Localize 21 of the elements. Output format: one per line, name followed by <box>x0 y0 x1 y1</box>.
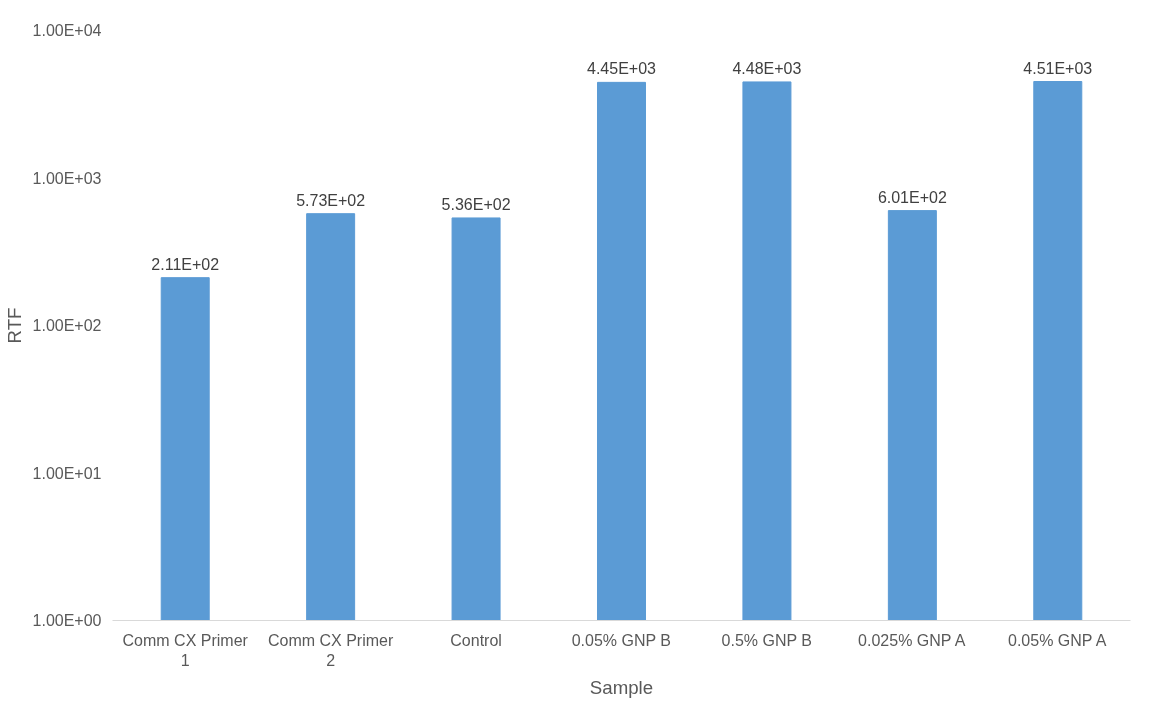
x-tick-label: Control <box>450 631 502 649</box>
data-label: 6.01E+02 <box>877 188 947 206</box>
x-axis-title: Sample <box>589 676 654 698</box>
y-tick-label: 1.00E+01 <box>32 464 102 482</box>
data-label: 5.73E+02 <box>296 191 366 209</box>
y-tick-label: 1.00E+04 <box>32 22 102 39</box>
x-tick-label: 0.025% GNP A <box>858 631 966 649</box>
data-label: 4.48E+03 <box>732 59 802 77</box>
y-tick-label: 1.00E+03 <box>32 169 102 187</box>
y-tick-label: 1.00E+00 <box>32 612 102 629</box>
x-tick-label: 0.05% GNP B <box>571 631 672 649</box>
y-tick-label: 1.00E+02 <box>32 317 102 334</box>
data-label: 5.36E+02 <box>441 195 511 213</box>
y-axis-title: RTF <box>3 307 25 344</box>
x-tick-label: Comm CX Primer 1 <box>122 631 249 669</box>
data-label: 4.45E+03 <box>587 60 657 78</box>
x-tick-label: Comm CX Primer 2 <box>267 631 394 669</box>
x-tick-label: 0.5% GNP B <box>721 631 812 649</box>
x-tick-label: 0.05% GNP A <box>1007 631 1107 649</box>
data-label: 4.51E+03 <box>1023 59 1093 77</box>
data-label: 2.11E+02 <box>151 255 220 273</box>
